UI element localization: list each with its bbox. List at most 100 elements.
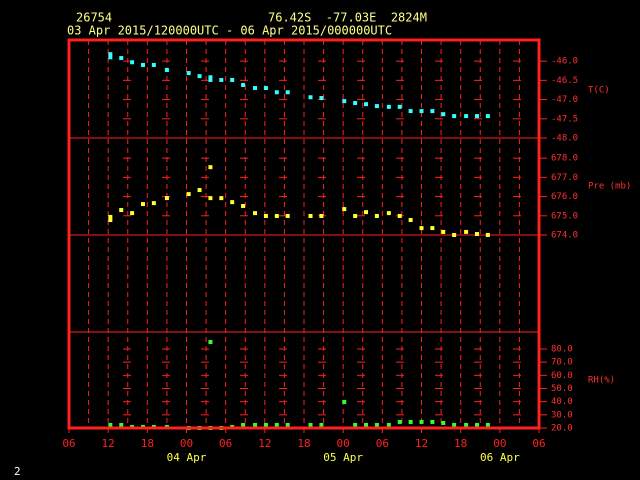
data-point bbox=[208, 340, 213, 345]
data-point bbox=[274, 422, 279, 427]
data-point bbox=[253, 422, 258, 427]
data-point bbox=[208, 77, 213, 82]
y-tick-label: -46.5 bbox=[551, 76, 578, 86]
data-point bbox=[408, 419, 413, 424]
data-point bbox=[430, 109, 435, 114]
date-label: 06 Apr bbox=[480, 451, 520, 464]
data-point bbox=[285, 213, 290, 218]
data-point bbox=[408, 109, 413, 114]
x-tick-label: 18 bbox=[297, 437, 310, 450]
data-point bbox=[151, 201, 156, 206]
data-point bbox=[108, 52, 113, 57]
data-point bbox=[430, 226, 435, 231]
data-point bbox=[364, 422, 369, 427]
data-point bbox=[285, 90, 290, 95]
x-tick-label: 06 bbox=[62, 437, 75, 450]
data-point bbox=[308, 422, 313, 427]
data-point bbox=[263, 86, 268, 91]
date-label: 04 Apr bbox=[167, 451, 207, 464]
axis-label: T(C) bbox=[588, 86, 610, 96]
data-point bbox=[108, 55, 113, 60]
station-location: 76.42S -77.03E 2824M bbox=[268, 11, 427, 25]
x-tick-label: 18 bbox=[454, 437, 467, 450]
data-point bbox=[397, 419, 402, 424]
data-point bbox=[319, 96, 324, 101]
data-point bbox=[219, 196, 224, 201]
data-point bbox=[353, 422, 358, 427]
x-tick-label: 06 bbox=[219, 437, 232, 450]
data-point bbox=[164, 196, 169, 201]
y-tick-label: 678.0 bbox=[551, 154, 578, 164]
data-point bbox=[186, 71, 191, 76]
data-point bbox=[241, 203, 246, 208]
data-point bbox=[285, 422, 290, 427]
data-point bbox=[263, 213, 268, 218]
data-point bbox=[274, 90, 279, 95]
data-point bbox=[485, 114, 490, 119]
station-id: 26754 bbox=[76, 11, 112, 25]
data-point bbox=[263, 422, 268, 427]
data-point bbox=[164, 67, 169, 72]
y-tick-label: -46.0 bbox=[551, 57, 578, 67]
data-point bbox=[241, 422, 246, 427]
x-tick-label: 00 bbox=[337, 437, 350, 450]
y-tick-label: 40.0 bbox=[551, 397, 573, 407]
y-tick-label: 20.0 bbox=[551, 424, 573, 434]
data-point bbox=[230, 77, 235, 82]
data-point bbox=[374, 213, 379, 218]
data-point bbox=[108, 214, 113, 219]
y-tick-label: 677.0 bbox=[551, 173, 578, 183]
data-point bbox=[441, 229, 446, 234]
data-point bbox=[208, 75, 213, 80]
data-point bbox=[342, 99, 347, 104]
data-point bbox=[419, 419, 424, 424]
data-point bbox=[353, 213, 358, 218]
x-tick-label: 12 bbox=[415, 437, 428, 450]
data-point bbox=[186, 192, 191, 197]
data-point bbox=[485, 422, 490, 427]
data-point bbox=[474, 114, 479, 119]
data-point bbox=[119, 422, 124, 427]
data-point bbox=[474, 232, 479, 237]
data-point bbox=[319, 422, 324, 427]
data-point bbox=[274, 213, 279, 218]
data-point bbox=[151, 62, 156, 67]
data-point bbox=[474, 422, 479, 427]
y-tick-label: 70.0 bbox=[551, 358, 573, 368]
data-point bbox=[386, 422, 391, 427]
data-point bbox=[397, 213, 402, 218]
data-point bbox=[441, 420, 446, 425]
x-tick-label: 06 bbox=[532, 437, 545, 450]
x-tick-label: 12 bbox=[258, 437, 271, 450]
axis-label: RH(%) bbox=[588, 376, 615, 386]
data-point bbox=[386, 211, 391, 216]
data-point bbox=[230, 200, 235, 205]
data-point bbox=[119, 56, 124, 61]
data-point bbox=[208, 196, 213, 201]
page-number: 2 bbox=[14, 465, 21, 478]
data-point bbox=[319, 213, 324, 218]
data-point bbox=[364, 210, 369, 215]
data-point bbox=[241, 82, 246, 87]
data-point bbox=[130, 211, 135, 216]
data-point bbox=[342, 399, 347, 404]
data-point bbox=[386, 104, 391, 109]
data-point bbox=[419, 226, 424, 231]
data-point bbox=[464, 422, 469, 427]
y-tick-label: 60.0 bbox=[551, 371, 573, 381]
date-label: 05 Apr bbox=[323, 451, 363, 464]
y-tick-label: 50.0 bbox=[551, 384, 573, 394]
data-point bbox=[408, 218, 413, 223]
plot-frame bbox=[67, 38, 541, 430]
data-point bbox=[119, 208, 124, 213]
y-tick-label: 675.0 bbox=[551, 211, 578, 221]
x-tick-label: 18 bbox=[141, 437, 154, 450]
y-tick-label: 674.0 bbox=[551, 231, 578, 241]
data-point bbox=[397, 104, 402, 109]
y-tick-label: 80.0 bbox=[551, 344, 573, 354]
y-tick-label: 676.0 bbox=[551, 192, 578, 202]
data-point bbox=[197, 188, 202, 193]
x-tick-label: 00 bbox=[493, 437, 506, 450]
x-tick-label: 12 bbox=[102, 437, 115, 450]
